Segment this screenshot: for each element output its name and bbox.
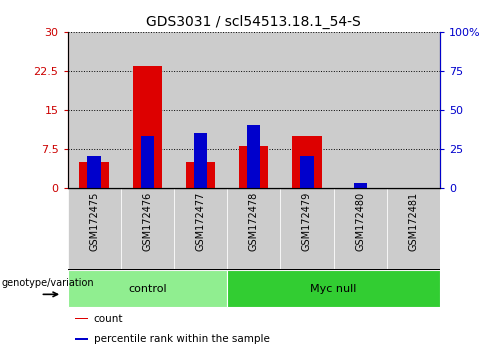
Text: GSM172478: GSM172478 [248,192,259,251]
Bar [88,156,101,188]
Bar [387,32,440,188]
Bar [227,188,280,269]
Bar [280,32,334,188]
Bar [132,65,162,188]
Bar [120,32,174,188]
Bar [334,188,387,269]
Bar [334,32,387,188]
Bar [120,188,174,269]
Bar [387,188,440,269]
Bar [75,338,88,340]
Bar [75,318,88,319]
Text: GSM172476: GSM172476 [142,192,152,251]
Bar [300,156,314,188]
Bar [68,188,120,269]
Title: GDS3031 / scl54513.18.1_54-S: GDS3031 / scl54513.18.1_54-S [146,15,361,29]
Text: count: count [94,314,123,324]
Bar [354,183,367,188]
Text: GSM172475: GSM172475 [89,192,99,251]
Bar [194,133,207,188]
Text: percentile rank within the sample: percentile rank within the sample [94,334,270,344]
Text: Myc null: Myc null [310,284,357,293]
Text: GSM172481: GSM172481 [408,192,418,251]
Bar [239,146,268,188]
Bar [227,270,440,307]
Bar [174,32,227,188]
Text: GSM172479: GSM172479 [302,192,312,251]
Bar [68,270,227,307]
Text: genotype/variation: genotype/variation [2,278,94,288]
Bar [174,188,227,269]
Bar [140,136,154,188]
Bar [227,32,280,188]
Bar [186,162,215,188]
Bar [280,188,334,269]
Bar [247,125,260,188]
Bar [80,162,108,188]
Text: GSM172480: GSM172480 [355,192,365,251]
Bar [68,32,120,188]
Bar [292,136,322,188]
Text: control: control [128,284,166,293]
Text: GSM172477: GSM172477 [196,192,205,251]
